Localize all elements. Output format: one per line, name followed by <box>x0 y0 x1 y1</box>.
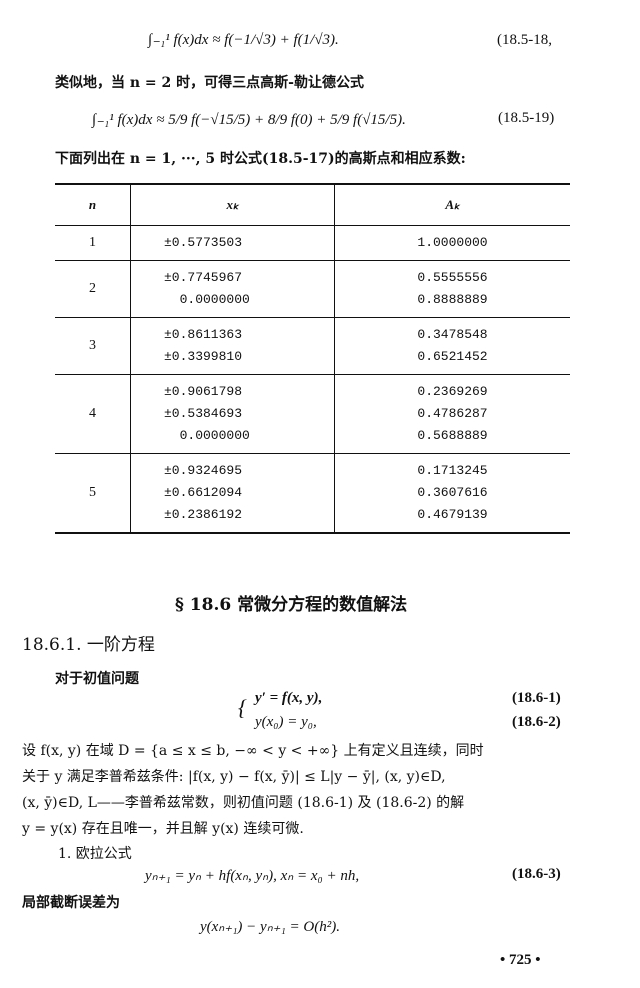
table-row: 3 ±0.8611363 ±0.3399810 0.3478548 0.6521452 <box>55 317 570 375</box>
paragraph: 局部截断误差为 <box>22 895 120 911</box>
xk-value: ±0.8611363 <box>164 327 243 342</box>
brace: { <box>238 695 247 720</box>
header-n: n <box>55 184 131 226</box>
cell-ak: 0.5555556 0.8888889 <box>334 260 570 318</box>
paragraph: 下面列出在 n = 1, ···, 5 时公式(18.5-17)的高斯点和相应系… <box>55 151 466 167</box>
xk-value: ±0.2386192 <box>164 507 243 522</box>
equation-18-5-19: ∫₋₁¹ f(x)dx ≈ 5/9 f(−√15/5) + 8/9 f(0) +… <box>92 112 406 128</box>
cell-xk: ±0.9324695 ±0.6612094 ±0.2386192 <box>130 453 335 533</box>
table-row: 4 ±0.9061798 ±0.5384693 0.0000000 0.2369269… <box>55 374 570 454</box>
section-title: § 18.6 常微分方程的数值解法 <box>175 595 408 615</box>
ak-value: 0.3607616 <box>417 485 488 500</box>
equation-label: (18.5-18, <box>497 32 552 48</box>
equation-18-6-1: y′ = f(x, y), <box>255 690 323 706</box>
ak-value: 0.4786287 <box>417 406 488 421</box>
list-item: 1. 欧拉公式 <box>58 846 132 862</box>
equation-18-5-18: ∫₋₁¹ f(x)dx ≈ f(−1/√3) + f(1/√3). <box>148 32 339 48</box>
cell-n: 3 <box>55 317 131 375</box>
xk-value: ±0.3399810 <box>164 349 243 364</box>
xk-value: ±0.6612094 <box>164 485 243 500</box>
ak-value: 0.1713245 <box>417 463 488 478</box>
equation-18-6-3: yₙ₊₁ = yₙ + hf(xₙ, yₙ), xₙ = x₀ + nh, <box>145 868 360 884</box>
xk-value: ±0.9324695 <box>164 463 243 478</box>
cell-n: 2 <box>55 260 131 318</box>
xk-value: 0.0000000 <box>164 428 250 443</box>
cell-ak: 1.0000000 <box>334 225 570 261</box>
paragraph: 类似地，当 n = 2 时，可得三点高斯-勒让德公式 <box>55 75 364 91</box>
xk-value: ±0.9061798 <box>164 384 243 399</box>
equation-label: (18.6-1) <box>512 690 561 706</box>
cell-xk: ±0.9061798 ±0.5384693 0.0000000 <box>130 374 335 454</box>
cell-n: 5 <box>55 453 131 533</box>
xk-value: 0.0000000 <box>164 292 250 307</box>
equation-label: (18.6-3) <box>512 866 561 882</box>
paragraph-line: (x, ȳ)∈D, L——李普希兹常数，则初值问题 (18.6-1) 及 (18… <box>22 795 465 811</box>
subsection-title: 18.6.1. 一阶方程 <box>22 635 155 655</box>
header-xk: xₖ <box>130 184 335 226</box>
equation-label: (18.5-19) <box>498 110 555 126</box>
cell-xk: ±0.8611363 ±0.3399810 <box>130 317 335 375</box>
page-number: • 725 • <box>500 952 541 968</box>
ak-value: 0.4679139 <box>417 507 488 522</box>
ak-value: 0.3478548 <box>417 327 488 342</box>
table-row: 5 ±0.9324695 ±0.6612094 ±0.2386192 0.1713245… <box>55 453 570 533</box>
xk-value: ±0.5384693 <box>164 406 243 421</box>
paragraph-line: y = y(x) 存在且唯一，并且解 y(x) 连续可微. <box>22 821 304 837</box>
table-row: 2 ±0.7745967 0.0000000 0.5555556 0.8888889 <box>55 260 570 318</box>
cell-n: 4 <box>55 374 131 454</box>
cell-ak: 0.3478548 0.6521452 <box>334 317 570 375</box>
paragraph-line: 关于 y 满足李普希兹条件: |f(x, y) − f(x, ȳ)| ≤ L|y… <box>22 769 446 785</box>
ak-value: 1.0000000 <box>417 235 488 250</box>
ak-value: 0.8888889 <box>417 292 488 307</box>
cell-ak: 0.1713245 0.3607616 0.4679139 <box>334 453 570 533</box>
ak-value: 0.2369269 <box>417 384 488 399</box>
equation-error: y(xₙ₊₁) − yₙ₊₁ = O(h²). <box>200 919 340 935</box>
cell-ak: 0.2369269 0.4786287 0.5688889 <box>334 374 570 454</box>
xk-value: ±0.5773503 <box>164 235 243 250</box>
header-ak: Aₖ <box>334 184 570 226</box>
table-row: 1 ±0.5773503 1.0000000 <box>55 225 570 261</box>
ak-value: 0.5688889 <box>417 428 488 443</box>
equation-label: (18.6-2) <box>512 714 561 730</box>
equation-18-6-2: y(x₀) = y₀, <box>255 714 317 730</box>
cell-xk: ±0.5773503 <box>130 225 335 261</box>
cell-n: 1 <box>55 225 131 261</box>
cell-xk: ±0.7745967 0.0000000 <box>130 260 335 318</box>
ak-value: 0.5555556 <box>417 270 488 285</box>
paragraph: 对于初值问题 <box>55 671 139 687</box>
ak-value: 0.6521452 <box>417 349 488 364</box>
xk-value: ±0.7745967 <box>164 270 243 285</box>
gauss-points-table: n xₖ Aₖ 1 ±0.5773503 1.0000000 2 ±0.7745967 … <box>55 183 570 534</box>
paragraph-line: 设 f(x, y) 在域 D = {a ≤ x ≤ b, −∞ < y < +∞… <box>22 743 484 759</box>
